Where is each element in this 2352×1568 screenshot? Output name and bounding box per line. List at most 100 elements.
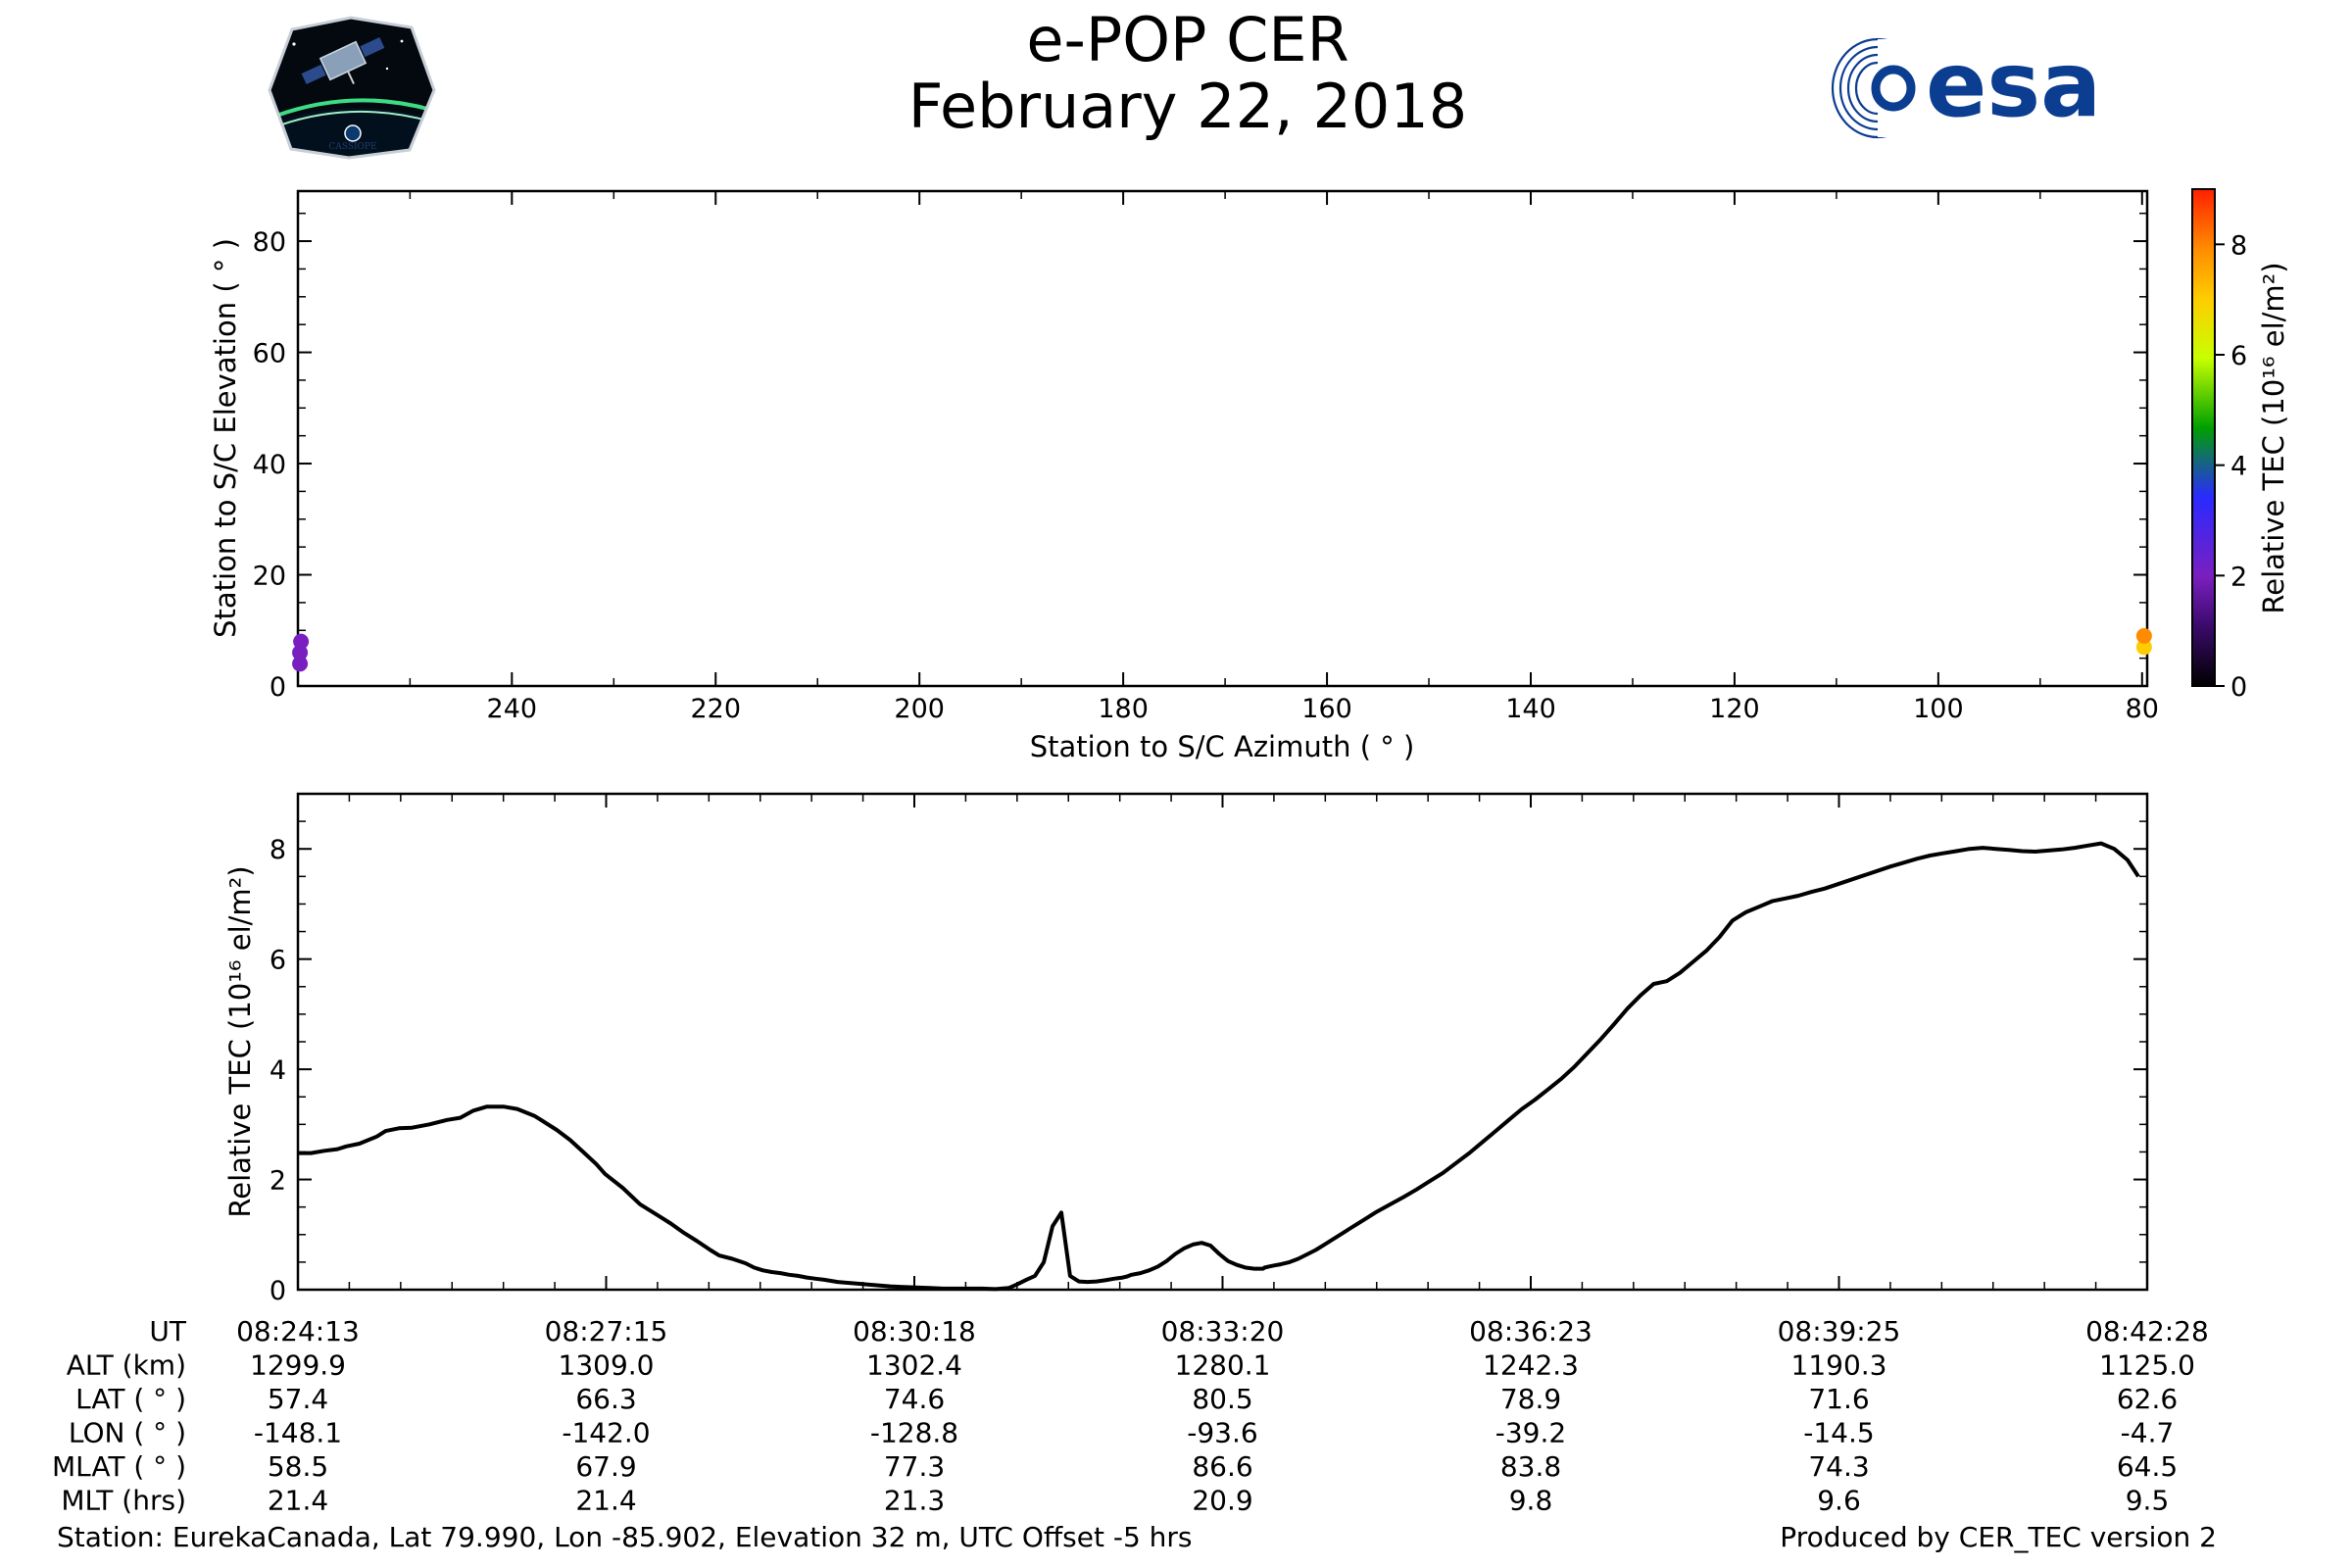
bottom-y-tick-label: 2	[270, 1166, 286, 1197]
title-line1: e-POP CER	[1026, 4, 1348, 75]
table-cell: -39.2	[1495, 1417, 1566, 1449]
table-cell: 78.9	[1500, 1383, 1561, 1415]
cassiope-logo-text: CASSIOPE	[328, 142, 376, 152]
table-row-label: MLAT ( ° )	[52, 1450, 186, 1483]
elevation-plot-frame	[296, 189, 2149, 688]
top-x-tick-label: 240	[487, 694, 538, 724]
table-cell: 20.9	[1192, 1485, 1252, 1517]
colorbar-label: Relative TEC (10¹⁶ el/m²)	[2257, 262, 2290, 613]
table-cell: 9.6	[1817, 1485, 1861, 1517]
top-x-tick-label: 200	[894, 694, 945, 724]
table-cell: 1125.0	[2099, 1349, 2195, 1382]
top-x-tick-label: 180	[1098, 694, 1149, 724]
table-cell: -4.7	[2121, 1417, 2175, 1449]
table-row-label: UT	[149, 1315, 186, 1348]
top-y-tick-label: 80	[253, 227, 286, 258]
top-chart-ticks: 240 220 200 180 160 140 120 100 80 0 20 40 60 80	[253, 191, 2159, 724]
table-cell: 86.6	[1192, 1450, 1252, 1483]
orbit-parameter-table: UT 08:24:13 08:27:15 08:30:18 08:33:20 08:36:…	[52, 1315, 2209, 1517]
table-cell: 57.4	[268, 1383, 328, 1415]
footer-produced: Produced by CER_TEC version 2	[1780, 1521, 2217, 1553]
table-cell: 1190.3	[1791, 1349, 1887, 1382]
table-cell: 21.3	[884, 1485, 945, 1517]
table-cell: -93.6	[1187, 1417, 1257, 1449]
bottom-y-tick-label: 8	[270, 835, 286, 865]
colorbar-ticks: 0 2 4 6 8	[2215, 230, 2247, 703]
top-y-axis-label: Station to S/C Elevation ( ° )	[209, 238, 242, 638]
table-cell: 71.6	[1808, 1383, 1869, 1415]
table-cell: 08:27:15	[545, 1315, 668, 1348]
colorbar: 0 2 4 6 8 Relative TEC (10¹⁶ el/m²)	[2191, 188, 2290, 703]
elevation-point	[292, 656, 309, 672]
tec-plot-frame	[296, 792, 2149, 1292]
table-cell: 9.5	[2126, 1485, 2170, 1517]
table-cell: 1242.3	[1483, 1349, 1579, 1382]
top-x-tick-label: 80	[2126, 694, 2159, 724]
tec-series-line	[298, 841, 2140, 1292]
top-x-tick-label: 140	[1505, 694, 1556, 724]
table-row-label: MLT (hrs)	[61, 1485, 186, 1517]
colorbar-tick-label: 0	[2230, 672, 2247, 703]
colorbar-tick-label: 4	[2230, 452, 2247, 482]
table-cell: 64.5	[2117, 1450, 2178, 1483]
esa-logo-text: esa	[1926, 32, 2101, 137]
table-cell: 1299.9	[250, 1349, 346, 1382]
top-x-tick-label: 220	[690, 694, 741, 724]
table-cell: 74.6	[884, 1383, 945, 1415]
table-cell: -142.0	[562, 1417, 650, 1449]
table-cell: 08:36:23	[1469, 1315, 1592, 1348]
table-cell: 21.4	[575, 1485, 636, 1517]
top-x-tick-label: 120	[1709, 694, 1760, 724]
colorbar-tick-label: 6	[2230, 341, 2247, 371]
colorbar-tick-label: 2	[2230, 562, 2247, 592]
table-cell: 66.3	[575, 1383, 636, 1415]
elevation-azimuth-chart: 240 220 200 180 160 140 120 100 80 0 20 40 60 80 Stat…	[209, 189, 2159, 763]
table-cell: 67.9	[575, 1450, 636, 1483]
table-cell: -14.5	[1803, 1417, 1874, 1449]
table-cell: 58.5	[268, 1450, 328, 1483]
table-cell: 74.3	[1808, 1450, 1869, 1483]
table-cell: 21.4	[268, 1485, 328, 1517]
table-cell: 08:30:18	[853, 1315, 976, 1348]
top-chart-points	[292, 627, 2152, 672]
elevation-point	[293, 633, 310, 650]
tec-time-series-chart: 0 2 4 6 8 Relative TEC (10¹⁶ el/m²)	[223, 792, 2149, 1306]
title-line2: February 22, 2018	[908, 71, 1468, 142]
colorbar-gradient	[2191, 188, 2216, 687]
table-cell: 80.5	[1192, 1383, 1252, 1415]
table-cell: 9.8	[1509, 1485, 1553, 1517]
elevation-point	[2135, 639, 2152, 656]
bottom-y-tick-label: 6	[270, 946, 286, 976]
top-y-tick-label: 0	[270, 672, 286, 703]
table-row-label: ALT (km)	[67, 1349, 186, 1382]
bottom-y-tick-label: 4	[270, 1055, 286, 1086]
table-cell: 77.3	[884, 1450, 945, 1483]
table-row-label: LON ( ° )	[69, 1417, 186, 1449]
top-y-tick-label: 60	[253, 339, 286, 369]
table-cell: 08:33:20	[1161, 1315, 1285, 1348]
table-cell: 08:39:25	[1778, 1315, 1901, 1348]
top-y-tick-label: 20	[253, 562, 286, 592]
table-cell: -148.1	[254, 1417, 342, 1449]
top-y-tick-label: 40	[253, 450, 286, 480]
table-cell: 62.6	[2117, 1383, 2178, 1415]
table-cell: -128.8	[870, 1417, 958, 1449]
table-cell: 08:42:28	[2085, 1315, 2209, 1348]
top-x-axis-label: Station to S/C Azimuth ( ° )	[1030, 730, 1415, 763]
esa-logo-icon: esa	[1831, 32, 2101, 139]
table-cell: 1280.1	[1175, 1349, 1271, 1382]
top-x-tick-label: 160	[1301, 694, 1352, 724]
bottom-y-tick-label: 0	[270, 1276, 286, 1306]
table-cell: 1302.4	[866, 1349, 962, 1382]
elevation-point	[2135, 627, 2152, 644]
table-row-label: LAT ( ° )	[75, 1383, 186, 1415]
table-cell: 83.8	[1500, 1450, 1561, 1483]
footer-station: Station: EurekaCanada, Lat 79.990, Lon -…	[57, 1521, 1193, 1553]
table-cell: 1309.0	[559, 1349, 655, 1382]
bottom-chart-ticks: 0 2 4 6 8	[270, 794, 2148, 1306]
table-cell: 08:24:13	[236, 1315, 360, 1348]
colorbar-tick-label: 8	[2230, 230, 2247, 261]
top-x-tick-label: 100	[1913, 694, 1964, 724]
bottom-y-axis-label: Relative TEC (10¹⁶ el/m²)	[223, 865, 257, 1217]
